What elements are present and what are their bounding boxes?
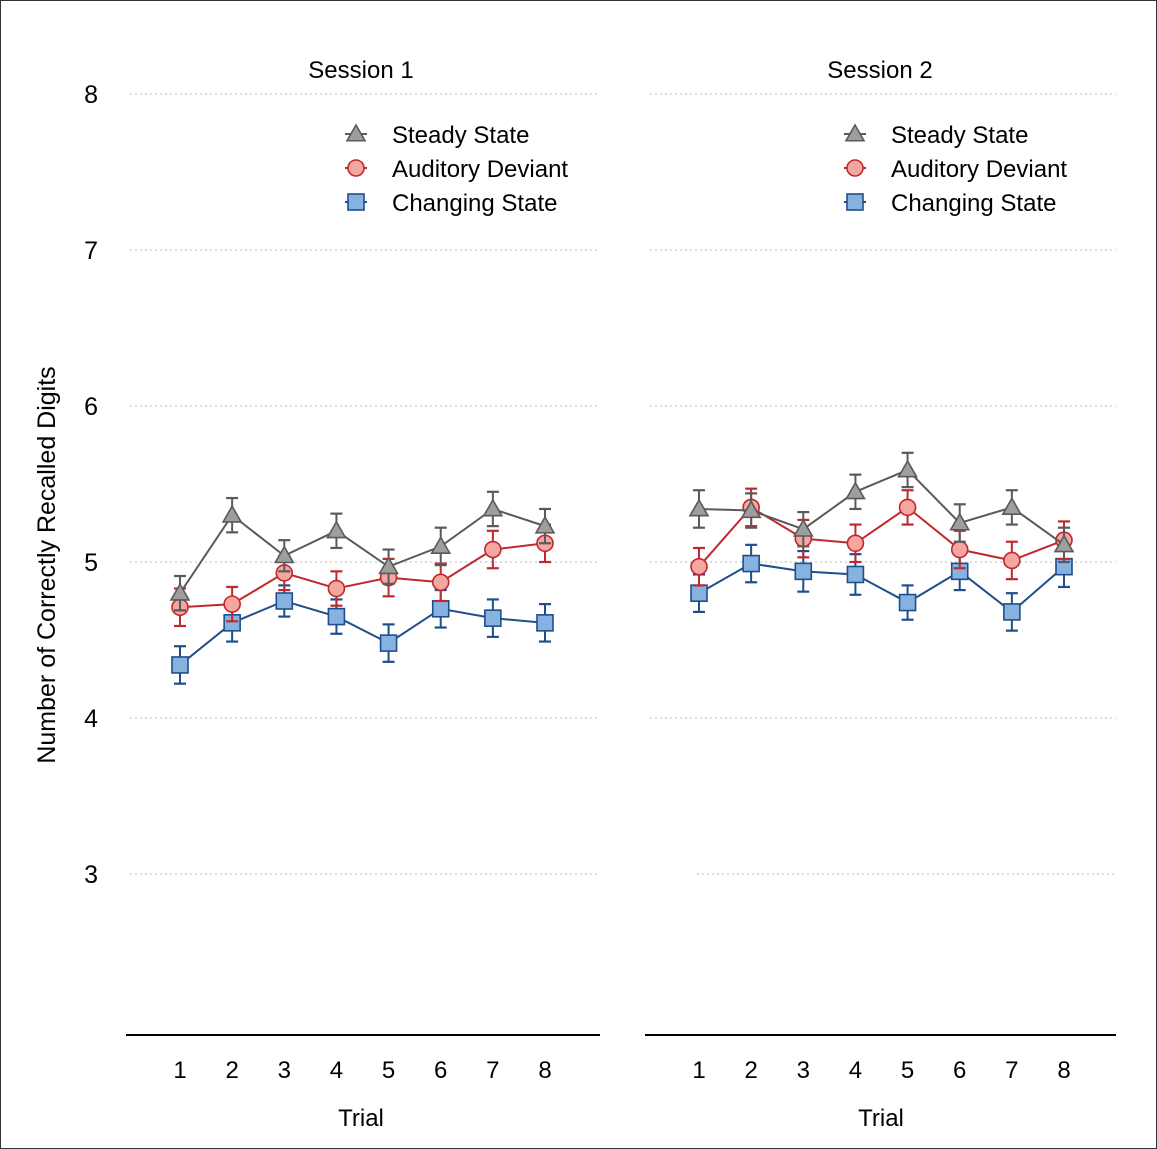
- x-tick-label: 1: [692, 1057, 705, 1084]
- legend-label: Auditory Deviant: [392, 156, 568, 183]
- legend: Steady State Auditory Deviant Changing Sta…: [345, 122, 568, 217]
- legend-item: Changing State: [345, 190, 557, 217]
- legend-marker: [844, 123, 866, 142]
- x-tick-label: 6: [434, 1057, 447, 1084]
- x-tick-label: 7: [486, 1057, 499, 1084]
- data-point: [379, 634, 398, 652]
- data-point: [845, 481, 866, 500]
- panel-title: Session 1: [308, 57, 413, 84]
- legend-item: Steady State: [844, 122, 1028, 149]
- data-point: [534, 515, 556, 534]
- series-line: [179, 542, 546, 609]
- y-tick-label: 8: [84, 81, 98, 109]
- legend-label: Changing State: [891, 190, 1056, 217]
- data-point: [950, 540, 969, 559]
- x-tick-label: 4: [849, 1057, 862, 1084]
- data-point: [482, 498, 504, 517]
- data-point: [794, 562, 813, 581]
- legend-marker: [846, 193, 864, 211]
- x-tick-label: 3: [797, 1057, 810, 1084]
- x-tick-label: 1: [173, 1057, 186, 1084]
- y-axis-label: Number of Correctly Recalled Digits: [33, 366, 61, 763]
- legend-marker: [345, 123, 367, 142]
- legend: Steady State Auditory Deviant Changing Sta…: [844, 122, 1067, 217]
- data-point: [1003, 551, 1021, 570]
- x-tick-label: 2: [225, 1057, 238, 1084]
- data-point: [742, 554, 760, 573]
- data-point: [690, 584, 708, 603]
- data-point: [275, 592, 294, 610]
- legend-marker: [846, 159, 864, 177]
- x-tick-label: 5: [382, 1057, 395, 1084]
- legend-label: Changing State: [392, 190, 557, 217]
- x-tick-label: 4: [330, 1057, 343, 1084]
- legend-label: Steady State: [392, 122, 529, 149]
- data-point: [898, 498, 917, 517]
- data-point: [327, 607, 346, 626]
- y-tick-label: 7: [84, 237, 98, 265]
- data-point: [273, 545, 295, 564]
- legend-item: Auditory Deviant: [345, 156, 568, 183]
- data-point: [846, 534, 865, 553]
- x-tick-label: 7: [1005, 1057, 1018, 1084]
- data-point: [1053, 534, 1075, 553]
- data-point: [223, 595, 241, 613]
- data-point: [949, 512, 971, 531]
- data-point: [431, 573, 450, 592]
- data-point: [430, 535, 452, 554]
- data-point: [169, 582, 191, 601]
- x-axis-label: Trial: [338, 1105, 384, 1132]
- y-tick-label: 3: [84, 861, 98, 889]
- legend-item: Auditory Deviant: [844, 156, 1067, 183]
- data-point: [792, 518, 814, 537]
- legend-item: Changing State: [844, 190, 1056, 217]
- data-point: [688, 498, 710, 517]
- data-point: [740, 499, 762, 519]
- data-point: [536, 614, 554, 632]
- legend-item: Steady State: [345, 122, 529, 149]
- y-tick-label: 5: [84, 549, 98, 577]
- data-point: [431, 599, 450, 618]
- legend-marker: [347, 159, 365, 177]
- data-point: [1001, 496, 1023, 515]
- x-tick-label: 8: [1057, 1057, 1070, 1084]
- y-tick-label: 4: [84, 705, 98, 733]
- data-point: [484, 540, 502, 559]
- x-tick-label: 6: [953, 1057, 966, 1084]
- panel-1: Session 1 3 4 5 6 7 8 1 2 3 4 5 6 7 8 Trial Steady State…: [84, 57, 600, 1132]
- data-point: [171, 656, 189, 674]
- y-tick-label: 6: [84, 393, 98, 421]
- data-point: [378, 556, 399, 575]
- panel-title: Session 2: [827, 57, 932, 84]
- x-axis-label: Trial: [858, 1105, 904, 1132]
- x-tick-label: 2: [744, 1057, 757, 1084]
- legend-label: Steady State: [891, 122, 1028, 149]
- data-point: [898, 593, 917, 612]
- data-point: [846, 565, 865, 584]
- series-steady: [169, 490, 556, 612]
- data-point: [1003, 603, 1021, 621]
- data-point: [690, 557, 708, 576]
- series-line: [698, 468, 1065, 546]
- data-point: [221, 504, 243, 523]
- legend-label: Auditory Deviant: [891, 156, 1067, 183]
- data-point: [326, 520, 347, 539]
- series-steady: [688, 451, 1075, 564]
- panel-2: Session 2 1 2 3 4 5 6 7 8 Trial Steady State Audito…: [645, 57, 1116, 1132]
- x-tick-label: 3: [278, 1057, 291, 1084]
- x-tick-label: 8: [538, 1057, 551, 1084]
- x-tick-label: 5: [901, 1057, 914, 1084]
- data-point: [327, 579, 346, 598]
- data-point: [484, 609, 502, 627]
- data-point: [897, 459, 918, 478]
- legend-marker: [347, 193, 365, 211]
- chart-panels: Session 1 3 4 5 6 7 8 1 2 3 4 5 6 7 8 Trial Steady State…: [84, 57, 1116, 1132]
